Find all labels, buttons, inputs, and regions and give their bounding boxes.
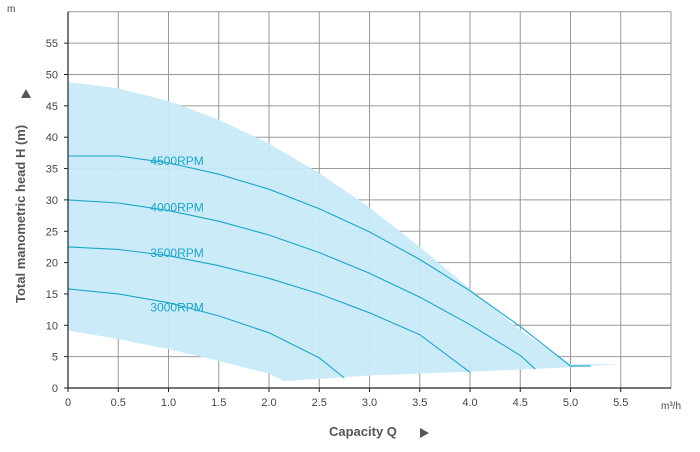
series-label-3000rpm: 3000RPM: [150, 301, 203, 315]
series-line-4000rpm: [67, 199, 536, 370]
y-tick-label: 40: [46, 132, 58, 144]
series-label-4500rpm: 4500RPM: [150, 154, 203, 168]
y-tick-label: 5: [52, 352, 58, 364]
x-axis-arrow-icon: [420, 428, 429, 438]
y-tick-label: 25: [46, 226, 58, 238]
tick-labels: 0 0.5 1.0 1.5 2.0 2.5 3.0 3.5 4.0 4.5 5.0 5.5 0 5 10 15…: [46, 38, 629, 409]
x-tick-label: 4.0: [462, 397, 477, 409]
y-tick-label: 50: [46, 70, 58, 82]
x-tick-label: 3.0: [362, 397, 377, 409]
series-line-3000rpm: [67, 288, 345, 379]
y-tick-label: 20: [46, 258, 58, 270]
x-tick-label: 2.5: [312, 397, 327, 409]
y-tick-label: 45: [46, 101, 58, 113]
operating-envelope-area: [68, 82, 621, 382]
x-tick-label: 0: [65, 397, 71, 409]
x-tick-label: 2.0: [261, 397, 276, 409]
y-tick-label: 30: [46, 195, 58, 207]
series-labels: 4500RPM 4000RPM 3500RPM 3000RPM: [150, 154, 203, 315]
y-axis-arrow-icon: [21, 89, 31, 98]
series-line-4500rpm: [68, 155, 591, 367]
operating-envelope: [68, 82, 621, 382]
x-tick-label: 1.0: [161, 397, 176, 409]
x-unit-label: m³/h: [661, 401, 681, 412]
x-axis-title: Capacity Q: [329, 424, 397, 439]
y-tick-label: 10: [46, 320, 58, 332]
series-label-3500rpm: 3500RPM: [150, 246, 203, 260]
series-group: [67, 155, 591, 379]
x-tick-label: 5.0: [563, 397, 578, 409]
x-tick-label: 0.5: [111, 397, 126, 409]
x-tick-label: 5.5: [613, 397, 628, 409]
x-tick-label: 3.5: [412, 397, 427, 409]
x-tick-label: 4.5: [513, 397, 528, 409]
y-tick-label: 55: [46, 38, 58, 50]
x-tick-label: 1.5: [211, 397, 226, 409]
y-tick-label: 0: [52, 383, 58, 395]
y-unit-label: m: [7, 4, 15, 15]
series-label-4000rpm: 4000RPM: [150, 200, 203, 214]
y-tick-label: 35: [46, 164, 58, 176]
series-line-3500rpm: [67, 246, 471, 373]
y-axis-title: Total manometric head H (m): [13, 125, 28, 303]
y-tick-label: 15: [46, 289, 58, 301]
